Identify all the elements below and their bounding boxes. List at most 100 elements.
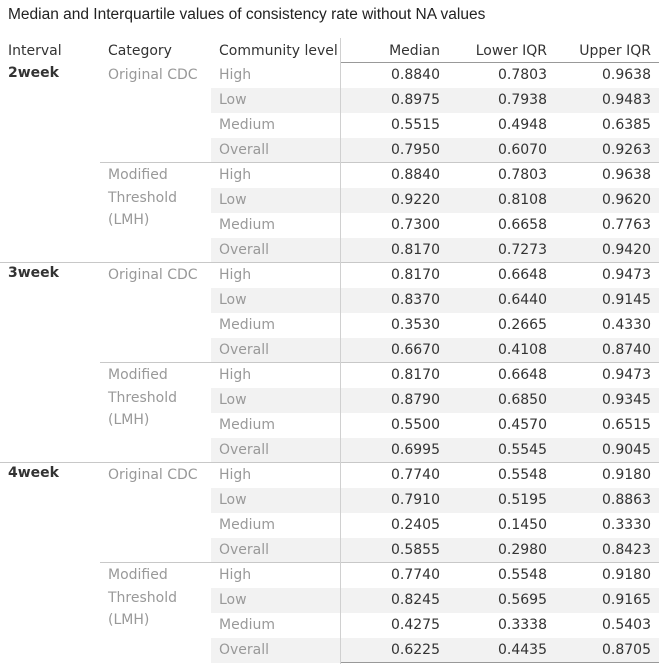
community-level-cell: High	[219, 567, 252, 583]
median-cell: 0.8245	[391, 592, 440, 608]
header-median: Median	[389, 43, 440, 59]
upper-iqr-cell: 0.9345	[602, 392, 651, 408]
lower-iqr-cell: 0.7803	[498, 67, 547, 83]
median-cell: 0.8370	[391, 292, 440, 308]
row-shading	[211, 288, 659, 313]
median-cell: 0.3530	[391, 317, 440, 333]
header-interval: Interval	[8, 43, 62, 59]
community-level-cell: Overall	[219, 342, 270, 358]
lower-iqr-cell: 0.7273	[498, 242, 547, 258]
upper-iqr-cell: 0.9145	[602, 292, 651, 308]
community-level-cell: Low	[219, 192, 247, 208]
row-shading	[211, 338, 659, 363]
category-label: Modified Threshold (LMH)	[108, 567, 177, 628]
community-level-cell: Medium	[219, 617, 275, 633]
table-row: Medium 0.2405 0.1450 0.3330	[0, 513, 659, 538]
table-row: Medium 0.5500 0.4570 0.6515	[0, 413, 659, 438]
table-top-rule	[341, 62, 659, 63]
category-label: Modified Threshold (LMH)	[108, 167, 177, 228]
table-row: Low 0.8370 0.6440 0.9145	[0, 288, 659, 313]
upper-iqr-cell: 0.9620	[602, 192, 651, 208]
table-row: Overall 0.8170 0.7273 0.9420	[0, 238, 659, 263]
header-community-level: Community level	[219, 43, 338, 59]
lower-iqr-cell: 0.5548	[498, 467, 547, 483]
upper-iqr-cell: 0.9180	[602, 567, 651, 583]
table-row: Low 0.8245 0.5695 0.9165	[0, 588, 659, 613]
lower-iqr-cell: 0.6070	[498, 142, 547, 158]
median-cell: 0.5515	[391, 117, 440, 133]
upper-iqr-cell: 0.9638	[602, 67, 651, 83]
lower-iqr-cell: 0.6658	[498, 217, 547, 233]
table-row: High 0.8170 0.6648 0.9473	[0, 363, 659, 388]
lower-iqr-cell: 0.7938	[498, 92, 547, 108]
median-cell: 0.2405	[391, 517, 440, 533]
lower-iqr-cell: 0.5545	[498, 442, 547, 458]
table-row: Low 0.8975 0.7938 0.9483	[0, 88, 659, 113]
header-divider	[340, 38, 341, 664]
row-shading	[211, 188, 659, 213]
table-row: Overall 0.5855 0.2980 0.8423	[0, 538, 659, 563]
category-separator	[100, 162, 659, 163]
table-row: Overall 0.6670 0.4108 0.8740	[0, 338, 659, 363]
community-level-cell: Overall	[219, 142, 270, 158]
lower-iqr-cell: 0.4108	[498, 342, 547, 358]
table-row: Low 0.7910 0.5195 0.8863	[0, 488, 659, 513]
upper-iqr-cell: 0.9165	[602, 592, 651, 608]
community-level-cell: Medium	[219, 217, 275, 233]
table-row: Low 0.9220 0.8108 0.9620	[0, 188, 659, 213]
upper-iqr-cell: 0.5403	[602, 617, 651, 633]
lower-iqr-cell: 0.6648	[498, 267, 547, 283]
interval-separator	[0, 262, 659, 263]
table-row: High 0.8840 0.7803 0.9638	[0, 63, 659, 88]
community-level-cell: Low	[219, 592, 247, 608]
interval-label: 3week	[8, 265, 59, 281]
median-cell: 0.7300	[391, 217, 440, 233]
table-row: Overall 0.6225 0.4435 0.8705	[0, 638, 659, 663]
upper-iqr-cell: 0.8740	[602, 342, 651, 358]
community-level-cell: High	[219, 367, 252, 383]
median-cell: 0.7910	[391, 492, 440, 508]
lower-iqr-cell: 0.6440	[498, 292, 547, 308]
upper-iqr-cell: 0.6515	[602, 417, 651, 433]
row-shading	[211, 88, 659, 113]
median-cell: 0.7740	[391, 467, 440, 483]
lower-iqr-cell: 0.4435	[498, 642, 547, 658]
lower-iqr-cell: 0.6850	[498, 392, 547, 408]
lower-iqr-cell: 0.2665	[498, 317, 547, 333]
median-cell: 0.6995	[391, 442, 440, 458]
lower-iqr-cell: 0.2980	[498, 542, 547, 558]
lower-iqr-cell: 0.4948	[498, 117, 547, 133]
table-row: High 0.8170 0.6648 0.9473	[0, 263, 659, 288]
row-shading	[211, 138, 659, 163]
row-shading	[211, 388, 659, 413]
row-shading	[211, 238, 659, 263]
community-level-cell: Low	[219, 92, 247, 108]
community-level-cell: High	[219, 267, 252, 283]
category-label: Original CDC	[108, 467, 198, 483]
table-row: Low 0.8790 0.6850 0.9345	[0, 388, 659, 413]
community-level-cell: Medium	[219, 117, 275, 133]
upper-iqr-cell: 0.9483	[602, 92, 651, 108]
upper-iqr-cell: 0.4330	[602, 317, 651, 333]
community-level-cell: Overall	[219, 542, 270, 558]
median-cell: 0.9220	[391, 192, 440, 208]
community-level-cell: Low	[219, 392, 247, 408]
median-cell: 0.5855	[391, 542, 440, 558]
lower-iqr-cell: 0.7803	[498, 167, 547, 183]
upper-iqr-cell: 0.9473	[602, 367, 651, 383]
lower-iqr-cell: 0.6648	[498, 367, 547, 383]
table-row: Overall 0.6995 0.5545 0.9045	[0, 438, 659, 463]
upper-iqr-cell: 0.9638	[602, 167, 651, 183]
community-level-cell: Medium	[219, 317, 275, 333]
row-shading	[211, 538, 659, 563]
median-cell: 0.8170	[391, 267, 440, 283]
median-cell: 0.8975	[391, 92, 440, 108]
median-cell: 0.7740	[391, 567, 440, 583]
header-lower-iqr: Lower IQR	[475, 43, 547, 59]
table-row: High 0.7740 0.5548 0.9180	[0, 563, 659, 588]
row-shading	[211, 588, 659, 613]
lower-iqr-cell: 0.4570	[498, 417, 547, 433]
upper-iqr-cell: 0.8423	[602, 542, 651, 558]
category-bottom-rule	[341, 662, 659, 663]
category-label: Original CDC	[108, 267, 198, 283]
